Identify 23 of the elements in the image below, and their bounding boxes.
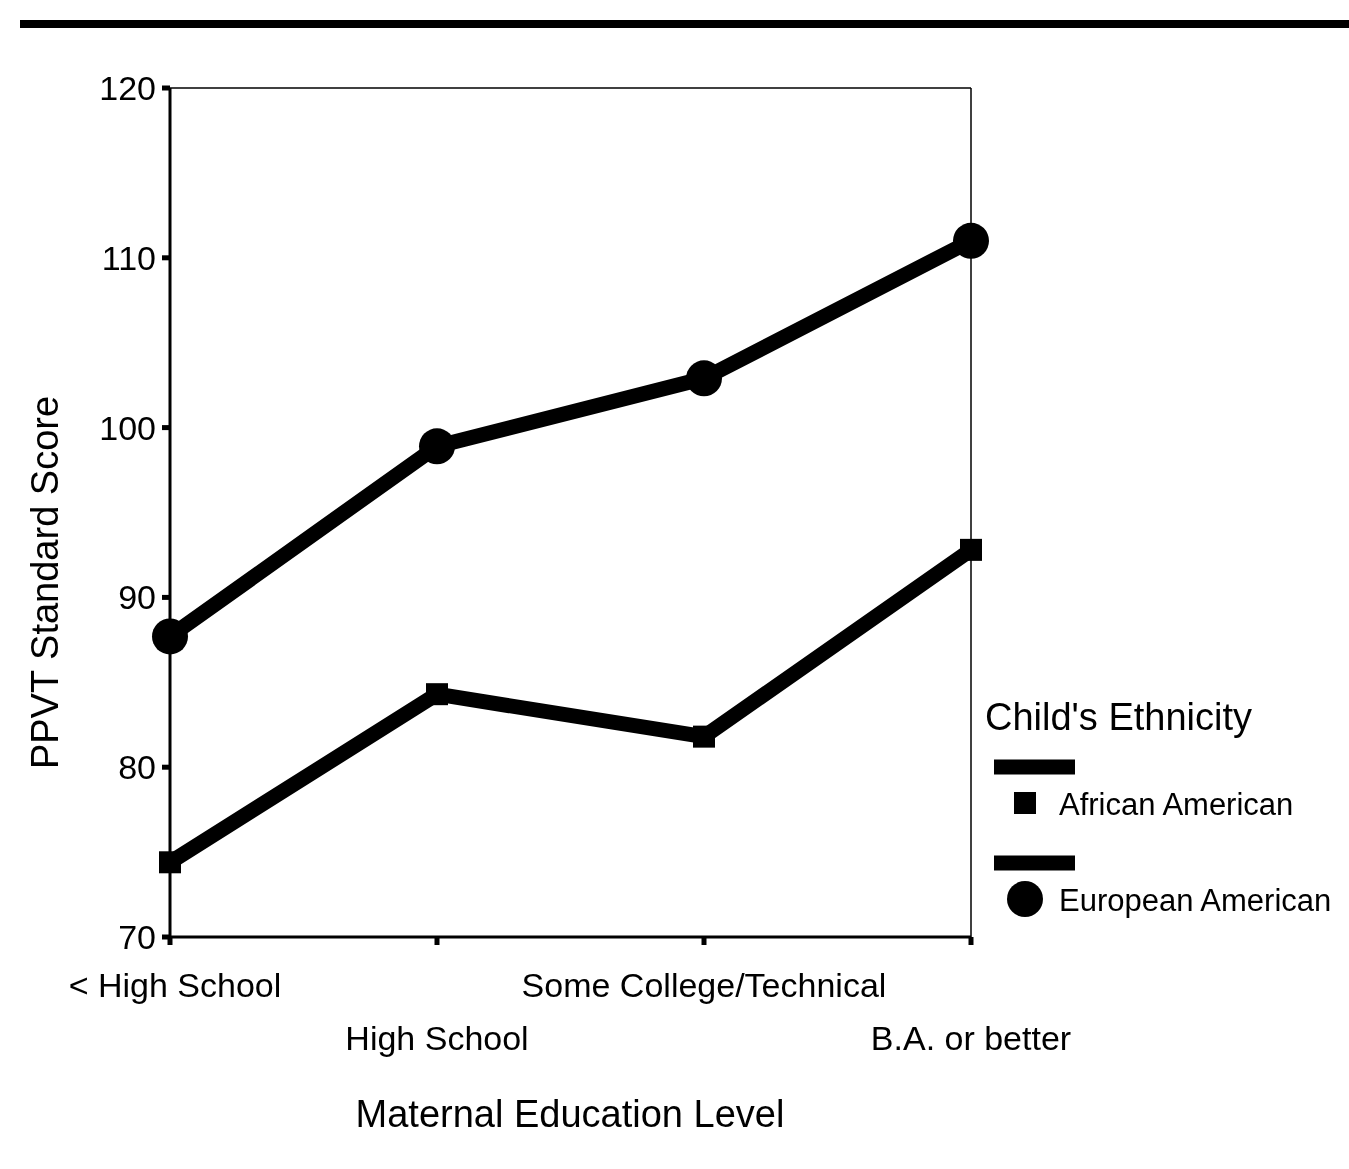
point xyxy=(419,428,455,465)
point xyxy=(960,538,982,561)
legend-title: Child's Ethnicity xyxy=(985,696,1253,738)
y-tick-label: 110 xyxy=(101,238,156,277)
point xyxy=(152,618,188,655)
y-axis-title: PPVT Standard Score xyxy=(24,395,66,770)
x-axis-title: Maternal Education Level xyxy=(355,1093,785,1135)
x-tick-label: Some College/Technical xyxy=(521,966,887,1004)
point xyxy=(953,222,989,259)
x-tick-label: B.A. or better xyxy=(870,1019,1072,1057)
legend-label: African American xyxy=(1059,786,1294,822)
x-tick-label: High School xyxy=(345,1019,529,1057)
legend-label: European American xyxy=(1059,882,1332,918)
y-tick-label: 120 xyxy=(99,69,156,107)
point xyxy=(426,683,448,706)
point xyxy=(686,360,722,397)
x-tick-label: < High School xyxy=(68,966,282,1004)
point xyxy=(693,725,715,748)
y-tick-label: 100 xyxy=(99,408,156,447)
point xyxy=(159,851,181,874)
y-tick-label: 70 xyxy=(118,918,156,956)
y-tick-label: 80 xyxy=(118,748,156,787)
y-tick-label: 90 xyxy=(118,578,156,617)
